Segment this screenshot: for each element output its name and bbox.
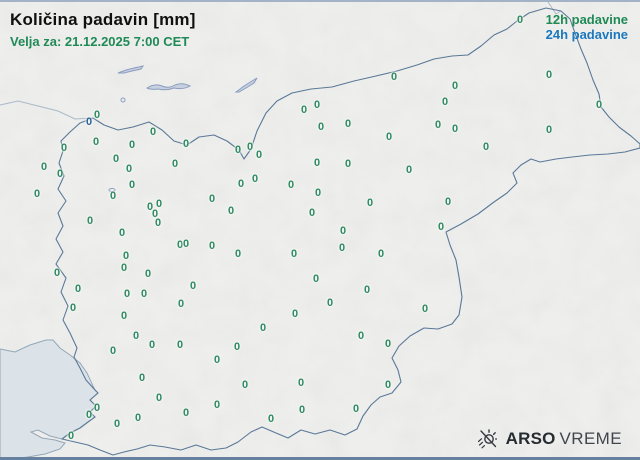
- brand-agency: ARSO: [505, 429, 556, 448]
- arso-vreme-branding: ARSO VREME: [477, 429, 622, 449]
- valid-time-label: Velja za: 21.12.2025 7:00 CET: [10, 34, 190, 49]
- header: Količina padavin [mm] Velja za: 21.12.20…: [10, 10, 196, 49]
- legend: 12h padavine 24h padavine: [546, 12, 628, 42]
- lakes: [108, 65, 258, 192]
- brand-wordmark: ARSO VREME: [506, 429, 622, 449]
- brand-product: VREME: [559, 429, 622, 448]
- legend-24h-label: 24h padavine: [545, 27, 628, 42]
- austria-hungary-border: [547, 2, 562, 15]
- italy-austria-border: [0, 100, 94, 120]
- sun-weather-icon: [477, 429, 497, 449]
- legend-12h-label: 12h padavine: [545, 12, 628, 27]
- page-title: Količina padavin [mm]: [10, 10, 196, 29]
- slovenia-border: [55, 7, 640, 456]
